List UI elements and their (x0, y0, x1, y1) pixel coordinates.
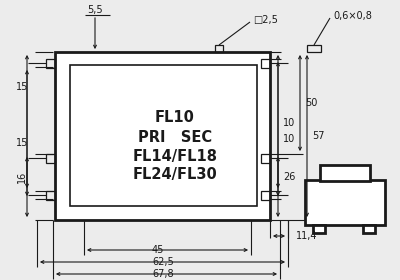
Text: 10: 10 (283, 134, 295, 144)
Bar (320, 165, 370, 181)
Text: 62,5: 62,5 (152, 257, 174, 267)
Bar (261, 59, 270, 68)
Text: FL14/FL18: FL14/FL18 (132, 148, 218, 164)
Bar (46, 191, 55, 200)
Text: 16: 16 (17, 170, 27, 183)
Text: 10: 10 (283, 118, 295, 129)
Text: 15: 15 (16, 82, 28, 92)
Text: 57: 57 (312, 131, 324, 141)
Bar (313, 225, 325, 233)
Text: □2,5: □2,5 (253, 15, 278, 25)
Bar (307, 45, 321, 52)
Text: 50: 50 (305, 98, 317, 108)
Bar (261, 154, 270, 163)
Bar (46, 59, 55, 68)
Bar (305, 180, 385, 225)
Text: PRI   SEC: PRI SEC (138, 129, 212, 144)
Text: 11,4: 11,4 (296, 231, 318, 241)
Bar (70, 65, 257, 206)
Text: 26: 26 (283, 171, 295, 181)
Text: 5,5: 5,5 (87, 5, 103, 15)
Text: 67,8: 67,8 (152, 269, 174, 279)
Bar (261, 191, 270, 200)
Bar (363, 225, 375, 233)
Text: 0,6×0,8: 0,6×0,8 (333, 11, 372, 21)
Bar (55, 52, 270, 220)
Bar (215, 45, 223, 52)
Text: FL10: FL10 (155, 111, 195, 125)
Text: 45: 45 (152, 245, 164, 255)
Text: FL24/FL30: FL24/FL30 (133, 167, 217, 183)
Text: 15: 15 (16, 139, 28, 148)
Bar (46, 154, 55, 163)
